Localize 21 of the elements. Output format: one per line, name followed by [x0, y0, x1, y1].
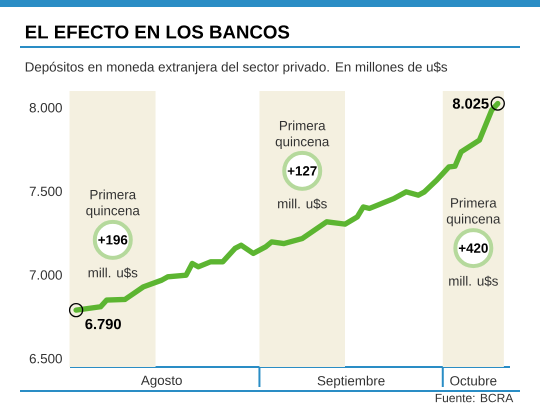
y-tick-label: 7.500: [30, 186, 62, 196]
y-tick-label: 8.000: [30, 103, 62, 113]
x-tick-label: Octubre: [450, 376, 496, 386]
annotation: mill. u$s: [88, 268, 138, 278]
annotation: +420: [458, 244, 488, 253]
annotation: mill. u$s: [449, 276, 498, 287]
y-tick-label: 7.000: [30, 270, 62, 280]
band-label: Primera quincena: [276, 120, 330, 150]
x-tick-label: Agosto: [140, 376, 182, 388]
annotation: mill. u$s: [278, 198, 327, 210]
chart-subtitle: Depósitos en moneda extranjera del sector privado. En millones de u$s: [26, 62, 448, 74]
band-label: Primera quincena: [446, 198, 500, 226]
data-label: 8.025: [452, 98, 489, 109]
annotation: +127: [288, 166, 317, 176]
annotation: +196: [98, 235, 128, 245]
x-tick-label: Septiembre: [318, 376, 385, 388]
source-note: Fuente: BCRA: [436, 394, 514, 402]
chart-title: EL EFECTO EN LOS BANCOS: [26, 26, 290, 39]
band-label: Primera quincena: [86, 190, 140, 218]
data-label: 6.790: [85, 319, 121, 330]
y-tick-label: 6.500: [30, 354, 62, 364]
